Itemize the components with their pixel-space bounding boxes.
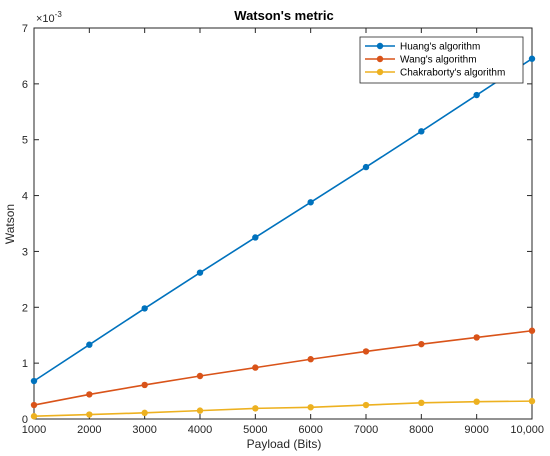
y-tick-label: 0 (22, 414, 28, 426)
data-point (141, 381, 148, 389)
data-point (528, 397, 536, 405)
data-point (307, 356, 314, 363)
data-point (196, 407, 204, 414)
data-point (418, 399, 425, 407)
x-tick-label: 3000 (132, 424, 156, 436)
y-tick-label: 5 (22, 135, 28, 147)
legend-entry-label: Chakraborty's algorithm (400, 68, 505, 79)
legend-entry-label: Huang's algorithm (400, 42, 480, 53)
x-tick-label: 5000 (243, 424, 267, 436)
data-point (196, 372, 204, 380)
legend-swatch-marker (376, 55, 384, 63)
legend-entry-label: Wang's algorithm (400, 55, 477, 66)
legend-swatch-marker (376, 42, 384, 50)
data-point (528, 327, 536, 334)
data-point (252, 405, 259, 412)
x-tick-label: 6000 (298, 424, 322, 436)
data-point (362, 348, 370, 355)
data-point (473, 398, 480, 405)
x-tick-label: 1000 (22, 424, 46, 436)
x-axis-label: Payload (Bits) (247, 437, 322, 451)
y-tick-label: 4 (22, 191, 28, 203)
data-point (86, 391, 93, 398)
data-point (252, 364, 259, 371)
y-tick-label: 1 (22, 358, 28, 370)
chart-title: Watson's metric (234, 8, 333, 23)
y-tick-label: 7 (22, 23, 28, 35)
data-point (362, 163, 370, 171)
x-tick-label: 7000 (354, 424, 378, 436)
data-point (418, 128, 425, 135)
plot-area (33, 27, 533, 420)
series-3 (30, 397, 536, 420)
data-point (473, 334, 480, 341)
data-point (473, 91, 480, 99)
series-line (33, 329, 533, 406)
data-point (86, 341, 93, 348)
legend-swatch-marker (376, 68, 384, 76)
x-tick-label: 2000 (77, 424, 101, 436)
data-point (86, 411, 93, 418)
series-2 (30, 327, 536, 409)
y-tick-label: 3 (22, 246, 28, 258)
y-exponent-power: -3 (55, 10, 63, 19)
y-axis-label: Watson (3, 204, 17, 244)
axis-ticks: 1000 2000 3000 4000 5000 6000 7000 8000 9000 10,0… (22, 23, 544, 436)
data-point (30, 413, 38, 420)
data-point (362, 401, 370, 409)
data-point (196, 269, 204, 276)
legend: Huang's algorithm Wang's algorithm Chakrab… (359, 36, 524, 84)
y-exponent-label: ×10-3 (36, 10, 62, 25)
y-tick-label: 2 (22, 302, 28, 314)
series-line (33, 400, 533, 418)
x-tick-label: 8000 (409, 424, 433, 436)
data-point (141, 305, 148, 312)
series-line (33, 58, 533, 382)
y-tick-label: 6 (22, 79, 28, 91)
data-point (418, 340, 425, 348)
data-point (30, 377, 38, 385)
x-tick-label: 9000 (464, 424, 488, 436)
x-tick-label: 4000 (188, 424, 212, 436)
x-tick-label: 10,000 (510, 424, 544, 436)
data-point (30, 401, 38, 409)
data-point (307, 199, 314, 206)
data-point (252, 234, 259, 241)
y-exponent-base: ×10 (36, 13, 55, 25)
series-1 (30, 55, 536, 385)
series-layer (30, 55, 536, 420)
data-point (141, 409, 148, 417)
data-point (307, 404, 314, 411)
data-point (528, 55, 536, 62)
legend-box (359, 36, 524, 84)
